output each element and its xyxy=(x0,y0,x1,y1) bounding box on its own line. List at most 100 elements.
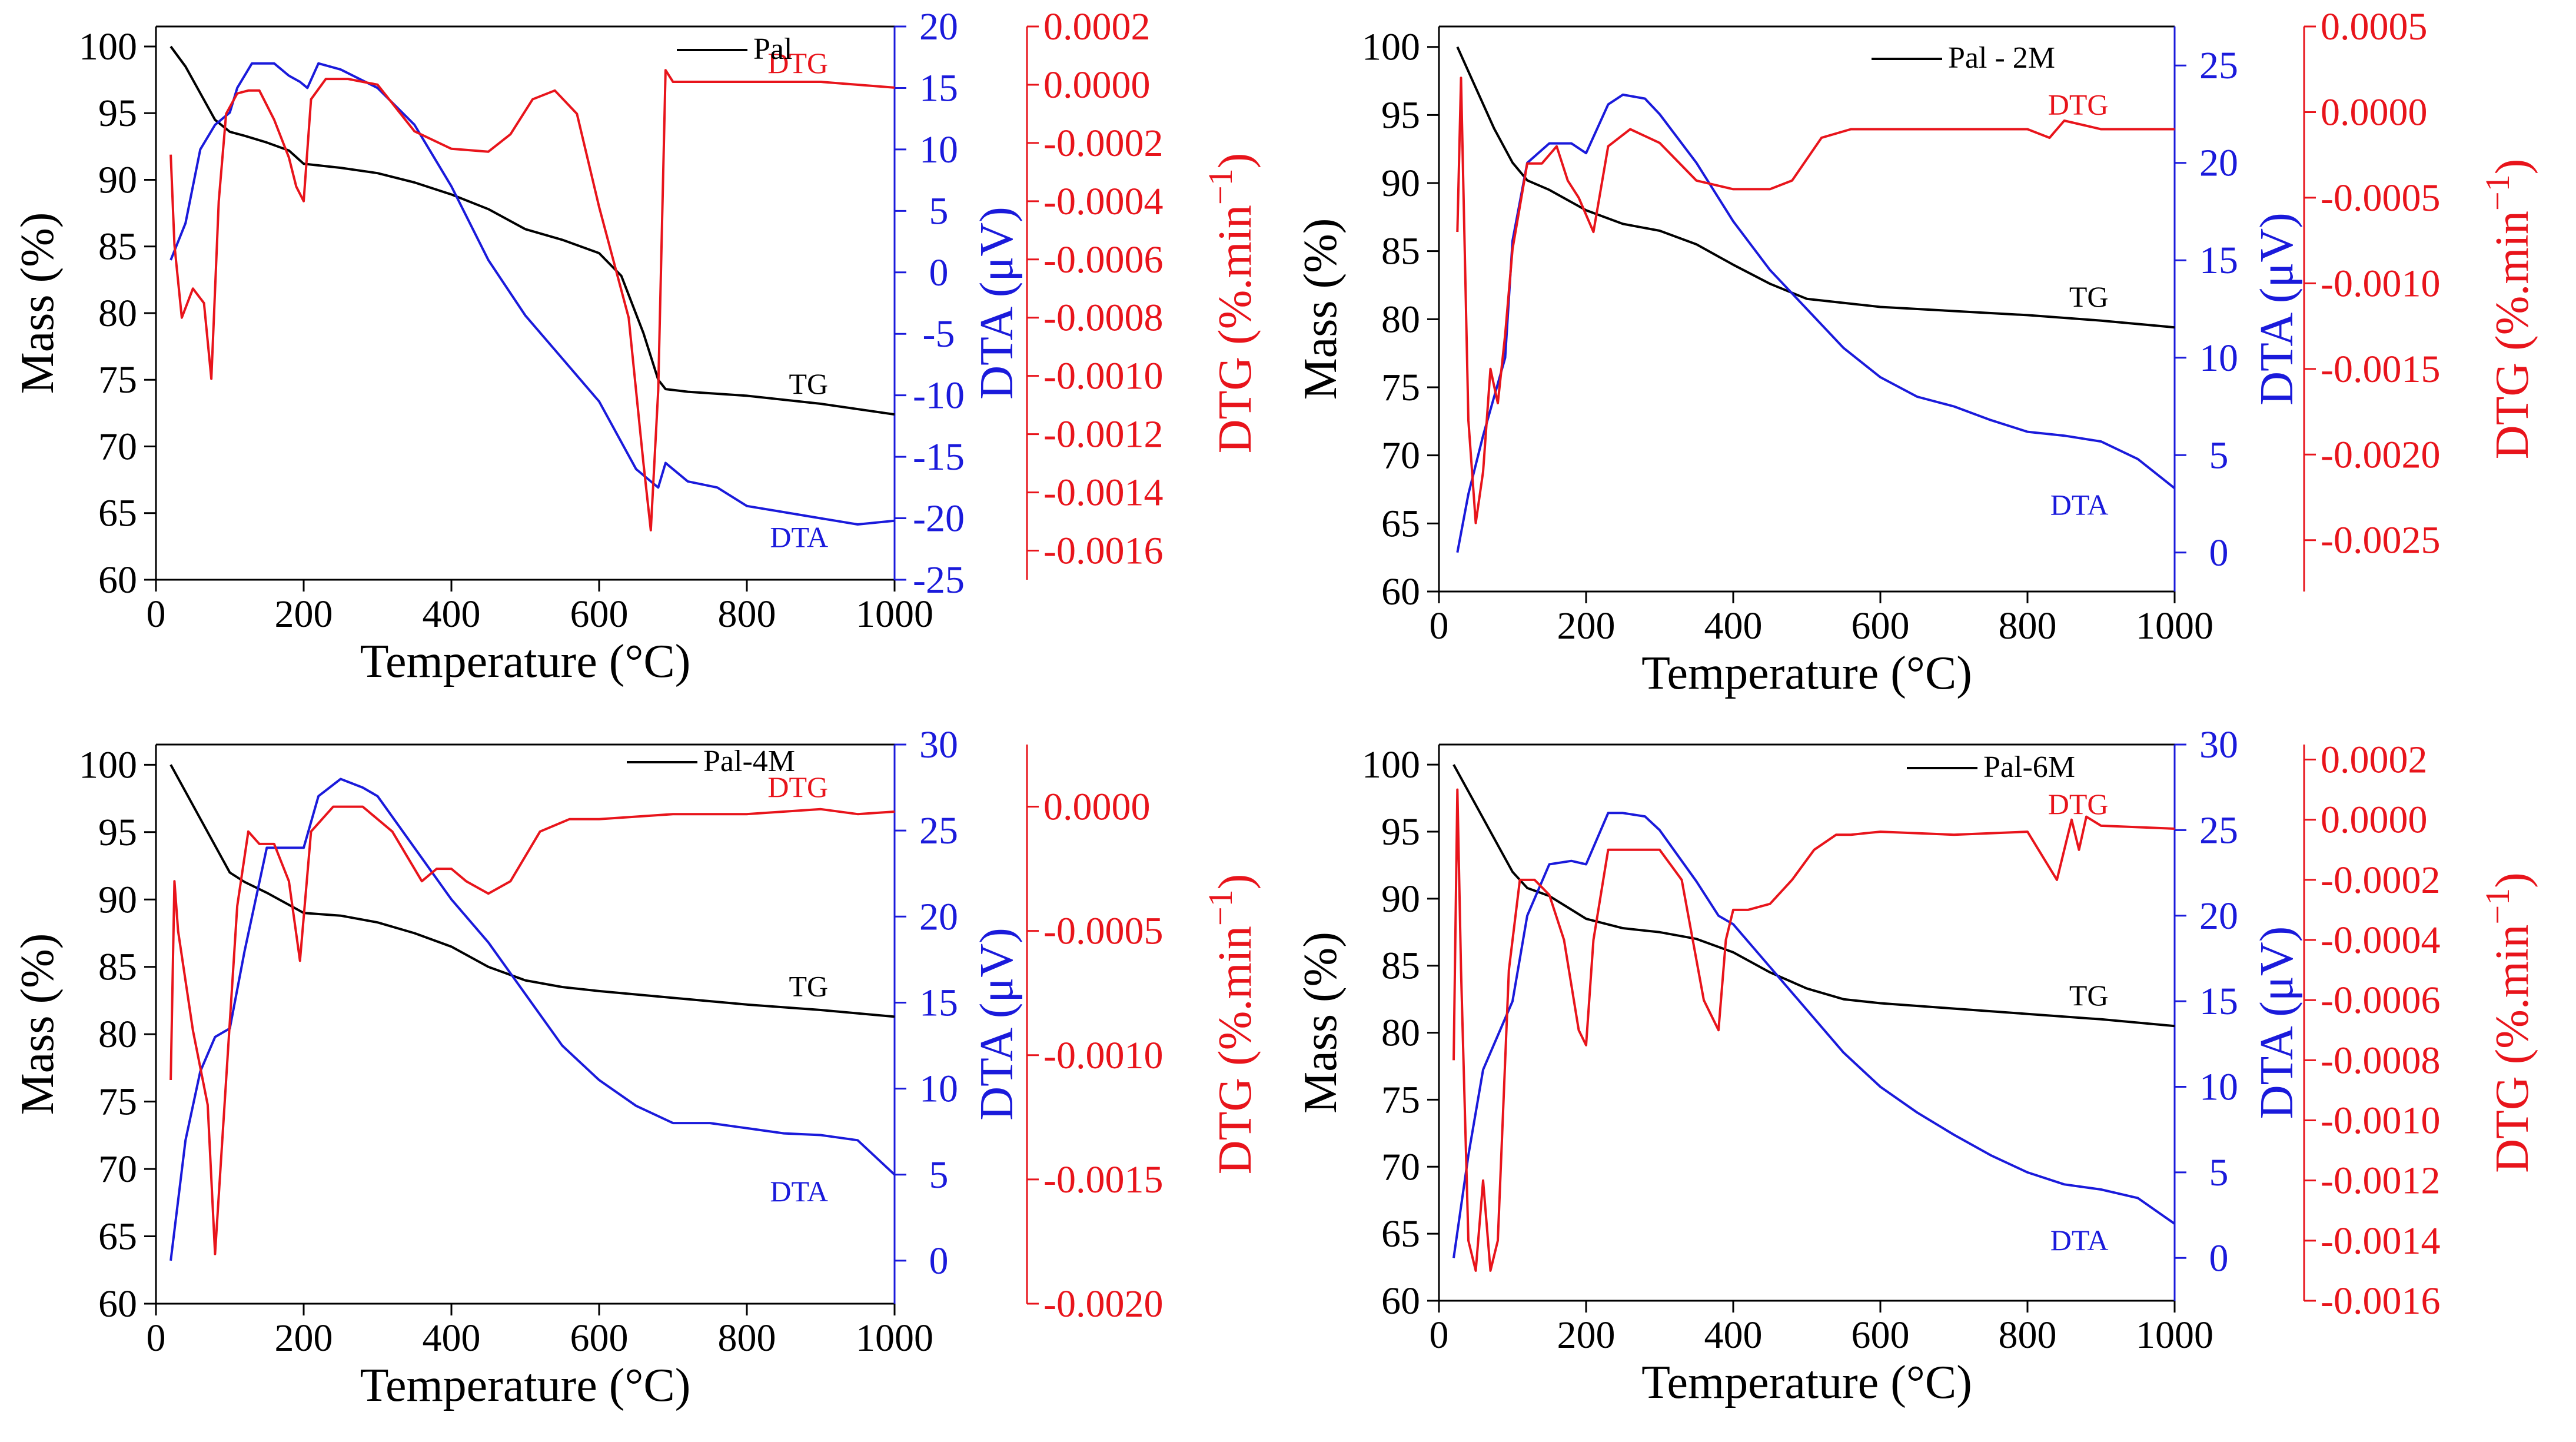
dta-curve xyxy=(169,62,895,526)
mass-axis-title: Mass (%) xyxy=(12,212,64,394)
dtg-tick-label: 0.0000 xyxy=(1043,786,1151,829)
dta-curve xyxy=(169,778,895,1261)
dtg-curve xyxy=(169,69,895,531)
dta-tick-label: 0 xyxy=(2209,531,2229,574)
mass-tick-label: 70 xyxy=(98,1148,137,1191)
x-tick-label: 800 xyxy=(718,593,776,636)
tg-curve xyxy=(1452,764,2175,1028)
dta-tick-label: 30 xyxy=(919,723,958,766)
dta-tick-label: 10 xyxy=(919,1068,958,1111)
dtg-tick-label: -0.0002 xyxy=(2321,859,2440,902)
x-tick-label: 200 xyxy=(1557,1314,1616,1357)
mass-tick-label: 65 xyxy=(98,1215,137,1258)
dta-curve-label: DTA xyxy=(2050,1224,2109,1257)
dtg-tick-label: -0.0016 xyxy=(1043,530,1163,573)
legend-label: Pal-6M xyxy=(1983,750,2075,784)
dta-axis-title: DTA (μV) xyxy=(971,928,1023,1121)
mass-tick-label: 85 xyxy=(1381,945,1420,988)
dtg-tick-label: -0.0010 xyxy=(2321,1099,2440,1142)
dta-tick-label: -25 xyxy=(913,559,965,602)
mass-tick-label: 60 xyxy=(1381,1280,1420,1323)
dta-curve xyxy=(1452,812,2175,1258)
dtg-tick-label: -0.0025 xyxy=(2321,519,2440,562)
dtg-tick-label: -0.0014 xyxy=(1043,471,1163,514)
dta-tick-label: 25 xyxy=(2199,809,2238,852)
mass-tick-label: 75 xyxy=(98,358,137,401)
chart-panel-1: 0 200 400 600 800 10006065707580859095100-25-… xyxy=(12,5,1261,687)
dta-axis-title: DTA (μV) xyxy=(2251,212,2303,406)
dtg-axis-title: DTG (%.min−1) xyxy=(2478,159,2538,460)
dta-tick-label: 0 xyxy=(929,1240,949,1282)
x-tick-label: 0 xyxy=(147,1317,166,1360)
dtg-tick-label: 0.0000 xyxy=(1043,64,1151,107)
mass-tick-label: 100 xyxy=(1362,743,1420,786)
x-tick-label: 600 xyxy=(1852,1314,1910,1357)
tg-curve xyxy=(169,764,895,1018)
x-tick-label: 600 xyxy=(1852,604,1910,647)
dtg-tick-label: -0.0008 xyxy=(2321,1039,2440,1082)
dta-tick-label: 5 xyxy=(929,190,949,232)
mass-tick-label: 95 xyxy=(1381,810,1420,853)
dtg-tick-label: -0.0014 xyxy=(2321,1220,2440,1262)
dtg-axis-title: DTG (%.min−1) xyxy=(1201,153,1261,454)
mass-tick-label: 90 xyxy=(98,878,137,921)
dta-tick-label: -15 xyxy=(913,436,965,479)
dta-tick-label: 5 xyxy=(2209,434,2229,477)
dtg-tick-label: -0.0015 xyxy=(1043,1158,1163,1201)
dta-tick-label: 15 xyxy=(2199,980,2238,1023)
dtg-curve xyxy=(1456,77,2175,524)
dtg-tick-label: -0.0012 xyxy=(2321,1159,2440,1202)
dtg-curve xyxy=(169,805,895,1255)
dta-tick-label: 10 xyxy=(2199,1066,2238,1109)
dta-tick-label: 15 xyxy=(919,67,958,109)
dtg-tick-label: -0.0005 xyxy=(1043,910,1163,953)
dtg-curve-label: DTG xyxy=(2048,88,2109,121)
dtg-tick-label: -0.0008 xyxy=(1043,297,1163,340)
dta-tick-label: -5 xyxy=(923,313,955,355)
mass-tick-label: 75 xyxy=(1381,366,1420,409)
mass-tick-label: 65 xyxy=(1381,502,1420,545)
x-tick-label: 1000 xyxy=(2136,604,2213,647)
dta-tick-label: 15 xyxy=(919,981,958,1024)
dtg-tick-label: -0.0005 xyxy=(2321,177,2440,220)
mass-tick-label: 80 xyxy=(98,1013,137,1056)
dta-curve-label: DTA xyxy=(2050,489,2109,521)
mass-tick-label: 90 xyxy=(98,158,137,201)
dta-tick-label: 25 xyxy=(2199,44,2238,87)
dta-axis-title: DTA (μV) xyxy=(2251,926,2303,1119)
dtg-tick-label: 0.0000 xyxy=(2321,799,2428,842)
dta-tick-label: 20 xyxy=(2199,142,2238,185)
dtg-tick-label: -0.0010 xyxy=(2321,262,2440,305)
x-tick-label: 1000 xyxy=(856,593,933,636)
dtg-curve xyxy=(1452,788,2175,1272)
dtg-tick-label: 0.0005 xyxy=(2321,5,2428,48)
x-tick-label: 800 xyxy=(1999,1314,2057,1357)
x-tick-label: 800 xyxy=(1999,604,2057,647)
dta-tick-label: 30 xyxy=(2199,723,2238,766)
dtg-tick-label: -0.0010 xyxy=(1043,1034,1163,1077)
mass-tick-label: 85 xyxy=(98,946,137,989)
x-tick-label: 400 xyxy=(423,593,481,636)
mass-tick-label: 60 xyxy=(98,1282,137,1325)
x-tick-label: 200 xyxy=(275,1317,333,1360)
dta-axis-title: DTA (μV) xyxy=(971,207,1023,400)
tg-curve xyxy=(169,45,895,416)
dta-tick-label: 5 xyxy=(929,1154,949,1197)
x-tick-label: 600 xyxy=(570,593,629,636)
mass-tick-label: 65 xyxy=(98,492,137,535)
mass-tick-label: 70 xyxy=(98,425,137,468)
dta-tick-label: 0 xyxy=(929,251,949,294)
dta-tick-label: 25 xyxy=(919,809,958,852)
legend-label: Pal - 2M xyxy=(1948,41,2055,75)
x-axis-title: Temperature (°C) xyxy=(360,636,691,687)
legend-label: Pal xyxy=(753,32,792,66)
mass-tick-label: 90 xyxy=(1381,162,1420,205)
mass-tick-label: 60 xyxy=(1381,570,1420,613)
dtg-curve-label: DTG xyxy=(767,770,828,803)
dtg-curve-label: DTG xyxy=(2048,788,2109,820)
mass-tick-label: 70 xyxy=(1381,434,1420,477)
dta-curve-label: DTA xyxy=(770,1175,828,1208)
mass-tick-label: 95 xyxy=(1381,94,1420,137)
